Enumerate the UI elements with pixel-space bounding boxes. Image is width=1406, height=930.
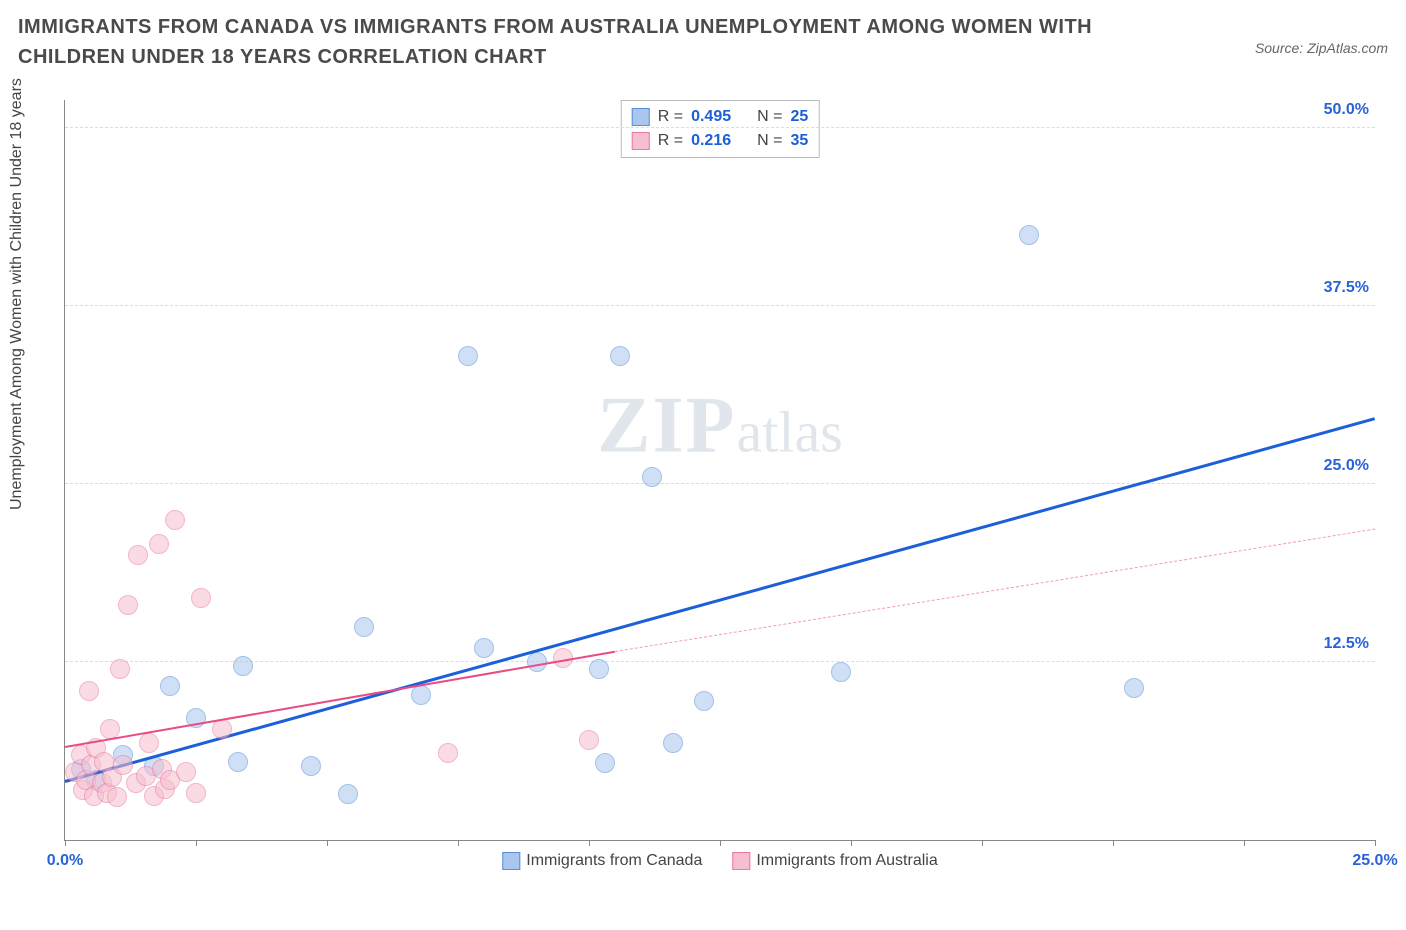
gridline [65, 483, 1375, 484]
x-tick [720, 840, 721, 846]
scatter-point [338, 784, 358, 804]
scatter-point [411, 685, 431, 705]
scatter-point [228, 752, 248, 772]
scatter-point [831, 662, 851, 682]
trend-line [615, 529, 1375, 652]
stats-r-value: 0.216 [691, 129, 731, 153]
stats-r-label: R = [658, 129, 683, 153]
scatter-point [113, 755, 133, 775]
stats-n-value: 25 [790, 105, 808, 129]
scatter-point [110, 659, 130, 679]
legend-swatch [632, 108, 650, 126]
correlation-chart: Unemployment Among Women with Children U… [18, 90, 1388, 910]
y-tick-label: 12.5% [1324, 635, 1369, 653]
stats-legend: R = 0.495 N = 25 R = 0.216 N = 35 [621, 100, 820, 158]
scatter-point [107, 787, 127, 807]
plot-area: ZIPatlas R =0.495N =25R =0.216N =35 Immi… [64, 100, 1375, 841]
scatter-point [128, 545, 148, 565]
scatter-point [1019, 225, 1039, 245]
y-tick-label: 50.0% [1324, 101, 1369, 119]
scatter-point [79, 681, 99, 701]
legend-item: Immigrants from Canada [502, 852, 702, 870]
x-tick [982, 840, 983, 846]
legend-item: Immigrants from Australia [732, 852, 937, 870]
scatter-point [642, 467, 662, 487]
x-tick [589, 840, 590, 846]
scatter-point [438, 743, 458, 763]
stats-r-label: R = [658, 105, 683, 129]
trend-line [65, 650, 616, 747]
stats-n-label: N = [757, 105, 782, 129]
gridline [65, 305, 1375, 306]
scatter-point [694, 691, 714, 711]
scatter-point [191, 588, 211, 608]
x-tick-label: 0.0% [47, 852, 83, 870]
x-tick [65, 840, 66, 846]
legend-swatch [732, 852, 750, 870]
x-tick [1375, 840, 1376, 846]
scatter-point [579, 730, 599, 750]
scatter-point [663, 733, 683, 753]
legend-swatch [502, 852, 520, 870]
x-tick-label: 25.0% [1352, 852, 1397, 870]
gridline [65, 127, 1375, 128]
scatter-point [160, 676, 180, 696]
y-tick-label: 37.5% [1324, 279, 1369, 297]
y-axis-label: Unemployment Among Women with Children U… [8, 78, 26, 510]
watermark: ZIPatlas [597, 380, 843, 471]
legend-swatch [632, 132, 650, 150]
x-tick [327, 840, 328, 846]
legend-label: Immigrants from Canada [526, 852, 702, 870]
x-tick [1113, 840, 1114, 846]
stats-n-value: 35 [790, 129, 808, 153]
trend-line [65, 417, 1376, 783]
scatter-point [139, 733, 159, 753]
scatter-point [1124, 678, 1144, 698]
scatter-point [176, 762, 196, 782]
scatter-point [118, 595, 138, 615]
stats-row: R = 0.495 N = 25 [632, 105, 809, 129]
x-tick [1244, 840, 1245, 846]
series-legend: Immigrants from Canada Immigrants from Au… [502, 852, 937, 870]
x-tick [196, 840, 197, 846]
page-title: IMMIGRANTS FROM CANADA VS IMMIGRANTS FRO… [18, 12, 1118, 72]
scatter-point [165, 510, 185, 530]
y-tick-label: 25.0% [1324, 457, 1369, 475]
legend-label: Immigrants from Australia [756, 852, 937, 870]
scatter-point [301, 756, 321, 776]
scatter-point [610, 346, 630, 366]
scatter-point [458, 346, 478, 366]
gridline [65, 661, 1375, 662]
scatter-point [186, 783, 206, 803]
source-label: Source: ZipAtlas.com [1255, 12, 1388, 56]
stats-r-value: 0.495 [691, 105, 731, 129]
scatter-point [474, 638, 494, 658]
scatter-point [149, 534, 169, 554]
x-tick [851, 840, 852, 846]
scatter-point [354, 617, 374, 637]
x-tick [458, 840, 459, 846]
stats-n-label: N = [757, 129, 782, 153]
scatter-point [595, 753, 615, 773]
scatter-point [589, 659, 609, 679]
scatter-point [212, 719, 232, 739]
scatter-point [233, 656, 253, 676]
stats-row: R = 0.216 N = 35 [632, 129, 809, 153]
